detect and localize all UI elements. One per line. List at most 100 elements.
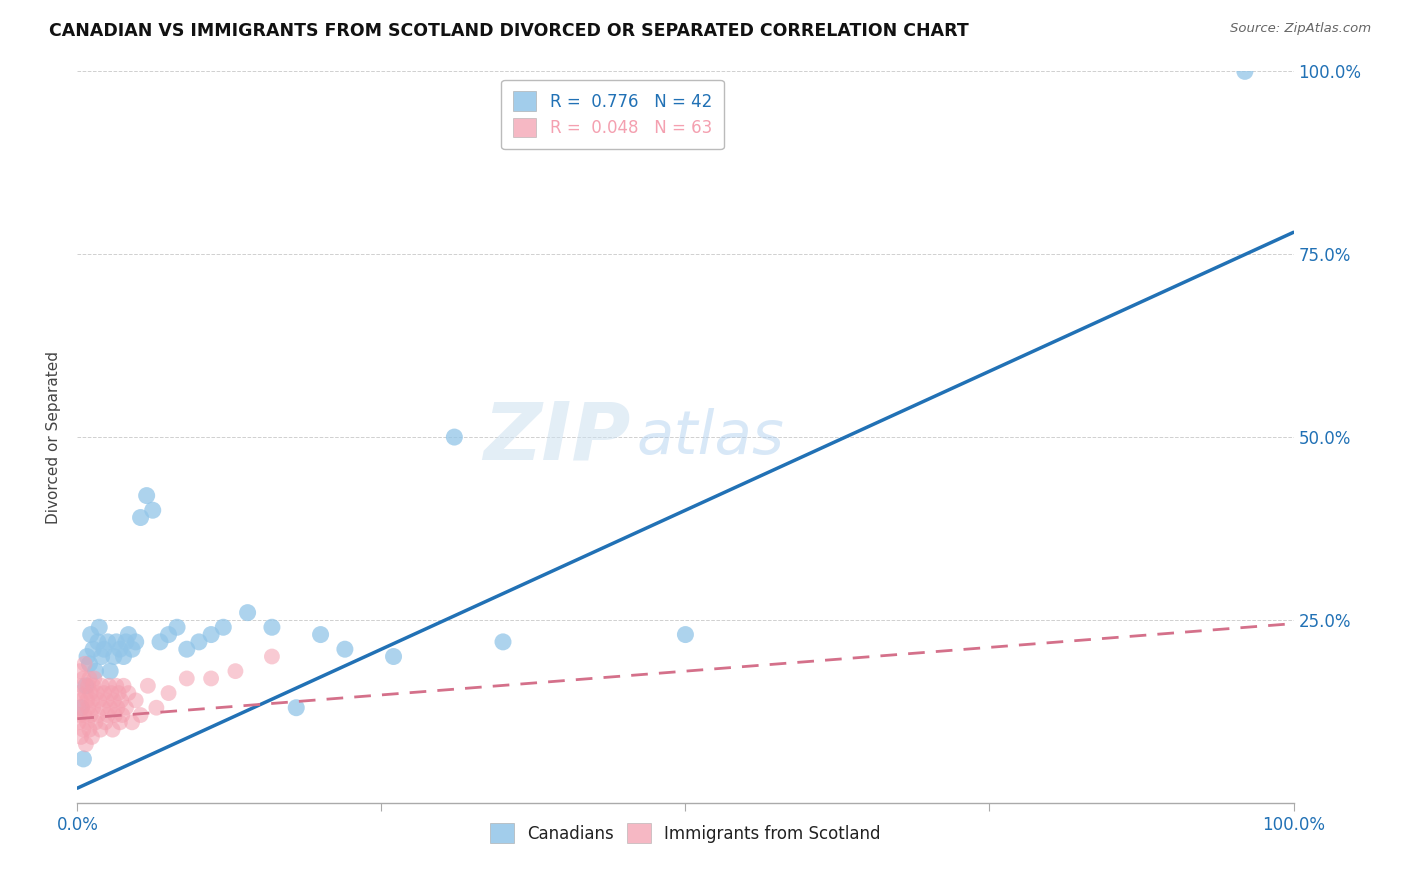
Point: [157, 627, 180, 641]
Point: [70, 693, 93, 707]
Point: [115, 700, 138, 714]
Point: [110, 693, 132, 707]
Point: [76, 649, 98, 664]
Point: [93, 686, 115, 700]
Point: [188, 635, 211, 649]
Point: [72, 752, 94, 766]
Point: [98, 700, 121, 714]
Point: [70, 730, 93, 744]
Point: [84, 664, 107, 678]
Point: [105, 679, 128, 693]
Point: [176, 642, 198, 657]
Legend: Canadians, Immigrants from Scotland: Canadians, Immigrants from Scotland: [484, 817, 887, 849]
Point: [70, 679, 93, 693]
Point: [224, 664, 246, 678]
Point: [260, 620, 283, 634]
Point: [142, 503, 165, 517]
Point: [67, 686, 90, 700]
Point: [309, 627, 332, 641]
Y-axis label: Divorced or Separated: Divorced or Separated: [46, 351, 62, 524]
Point: [149, 635, 172, 649]
Point: [107, 700, 129, 714]
Point: [79, 672, 101, 686]
Point: [107, 686, 129, 700]
Point: [285, 700, 308, 714]
Point: [80, 627, 103, 641]
Point: [443, 430, 465, 444]
Point: [69, 664, 91, 678]
Point: [86, 686, 108, 700]
Point: [69, 708, 91, 723]
Point: [145, 700, 167, 714]
Point: [200, 672, 222, 686]
Point: [103, 649, 125, 664]
Point: [87, 708, 110, 723]
Point: [97, 708, 120, 723]
Point: [97, 679, 120, 693]
Point: [121, 642, 143, 657]
Point: [84, 715, 107, 730]
Point: [176, 672, 198, 686]
Point: [136, 679, 159, 693]
Point: [236, 606, 259, 620]
Point: [83, 672, 105, 686]
Point: [260, 649, 283, 664]
Point: [80, 708, 103, 723]
Point: [80, 693, 103, 707]
Point: [96, 693, 118, 707]
Point: [125, 693, 148, 707]
Point: [82, 679, 104, 693]
Point: [97, 635, 120, 649]
Point: [79, 657, 101, 671]
Point: [108, 715, 131, 730]
Point: [112, 649, 135, 664]
Point: [101, 723, 124, 737]
Point: [79, 723, 101, 737]
Point: [104, 708, 127, 723]
Point: [382, 649, 405, 664]
Point: [75, 737, 97, 751]
Point: [90, 679, 112, 693]
Point: [675, 627, 697, 641]
Point: [70, 700, 93, 714]
Point: [94, 715, 117, 730]
Point: [89, 620, 111, 634]
Point: [67, 715, 90, 730]
Point: [112, 679, 135, 693]
Point: [105, 635, 128, 649]
Point: [72, 672, 94, 686]
Point: [70, 700, 93, 714]
Point: [82, 642, 104, 657]
Point: [75, 686, 97, 700]
Point: [72, 723, 94, 737]
Point: [82, 700, 104, 714]
Point: [77, 679, 100, 693]
Point: [90, 649, 112, 664]
Text: Source: ZipAtlas.com: Source: ZipAtlas.com: [1230, 22, 1371, 36]
Point: [129, 510, 152, 524]
Point: [157, 686, 180, 700]
Point: [135, 489, 157, 503]
Point: [333, 642, 356, 657]
Point: [80, 730, 103, 744]
Point: [73, 657, 96, 671]
Point: [200, 627, 222, 641]
Text: CANADIAN VS IMMIGRANTS FROM SCOTLAND DIVORCED OR SEPARATED CORRELATION CHART: CANADIAN VS IMMIGRANTS FROM SCOTLAND DIV…: [49, 22, 969, 40]
Point: [111, 708, 134, 723]
Point: [125, 635, 148, 649]
Point: [115, 635, 138, 649]
Point: [76, 715, 98, 730]
Point: [212, 620, 235, 634]
Point: [89, 693, 111, 707]
Point: [166, 620, 188, 634]
Point: [77, 700, 100, 714]
Text: ZIP: ZIP: [484, 398, 631, 476]
Point: [492, 635, 515, 649]
Point: [87, 635, 110, 649]
Point: [108, 642, 131, 657]
Point: [129, 708, 152, 723]
Point: [121, 715, 143, 730]
Point: [117, 627, 139, 641]
Point: [91, 700, 114, 714]
Point: [98, 664, 121, 678]
